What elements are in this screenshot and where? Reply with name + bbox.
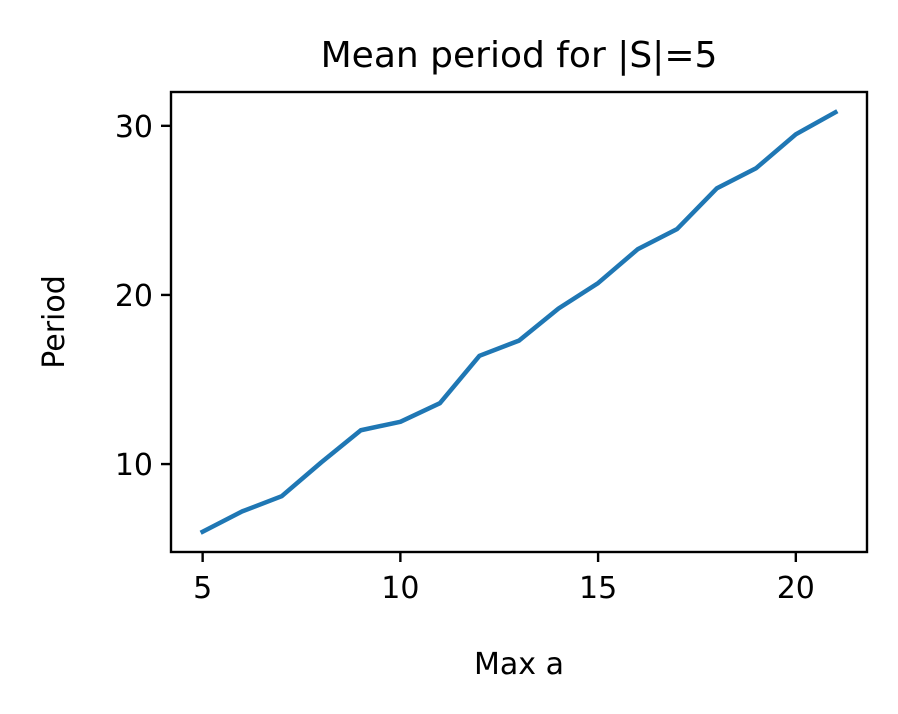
x-tick-label: 10 <box>381 571 419 606</box>
y-tick-label: 10 <box>115 448 153 483</box>
plot-frame <box>169 90 869 554</box>
x-tick-label: 15 <box>579 571 617 606</box>
x-tick-label: 5 <box>193 571 212 606</box>
series-line <box>199 109 839 535</box>
series-group <box>199 109 839 535</box>
x-tick-label: 20 <box>777 571 815 606</box>
chart-title: Mean period for |S|=5 <box>321 35 718 76</box>
y-tick-label: 30 <box>115 110 153 145</box>
y-axis-label: Period <box>37 275 72 369</box>
y-tick-label: 20 <box>115 279 153 314</box>
x-axis-label: Max a <box>474 647 564 682</box>
axis-ticks: 5 10 15 20 10 20 30 <box>115 110 815 606</box>
